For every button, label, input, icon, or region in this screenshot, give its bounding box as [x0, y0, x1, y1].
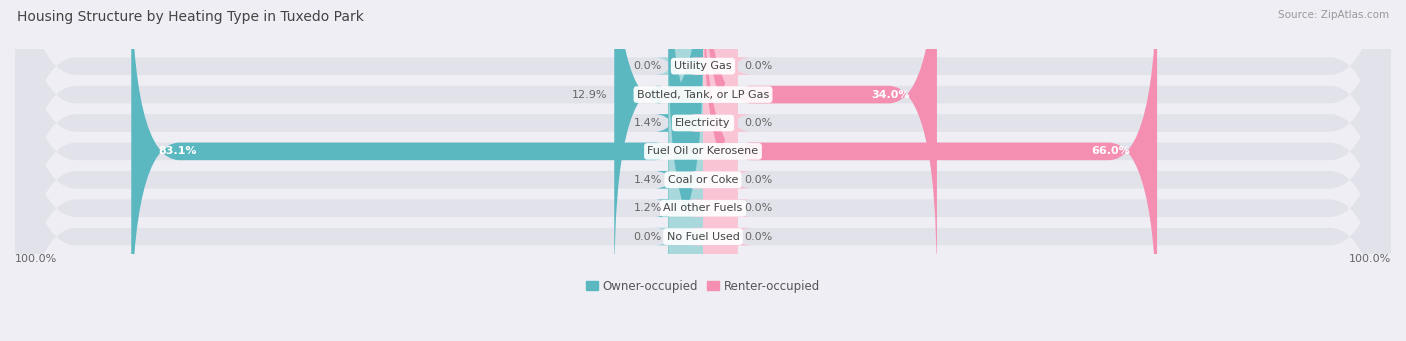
Text: Housing Structure by Heating Type in Tuxedo Park: Housing Structure by Heating Type in Tux…	[17, 10, 364, 24]
FancyBboxPatch shape	[655, 18, 717, 341]
Legend: Owner-occupied, Renter-occupied: Owner-occupied, Renter-occupied	[586, 280, 820, 293]
Text: 100.0%: 100.0%	[15, 254, 58, 264]
FancyBboxPatch shape	[689, 18, 751, 341]
FancyBboxPatch shape	[15, 0, 1391, 341]
Text: No Fuel Used: No Fuel Used	[666, 232, 740, 242]
Text: 0.0%: 0.0%	[634, 232, 662, 242]
Text: Electricity: Electricity	[675, 118, 731, 128]
FancyBboxPatch shape	[689, 0, 751, 341]
FancyBboxPatch shape	[131, 0, 703, 341]
FancyBboxPatch shape	[655, 0, 717, 256]
FancyBboxPatch shape	[15, 0, 1391, 341]
Text: 0.0%: 0.0%	[744, 175, 772, 185]
Text: 0.0%: 0.0%	[744, 118, 772, 128]
FancyBboxPatch shape	[15, 0, 1391, 341]
Text: 0.0%: 0.0%	[634, 61, 662, 71]
Text: 12.9%: 12.9%	[572, 90, 607, 100]
Text: Bottled, Tank, or LP Gas: Bottled, Tank, or LP Gas	[637, 90, 769, 100]
FancyBboxPatch shape	[15, 0, 1391, 341]
Text: 1.4%: 1.4%	[633, 118, 662, 128]
FancyBboxPatch shape	[15, 0, 1391, 341]
FancyBboxPatch shape	[655, 0, 717, 341]
FancyBboxPatch shape	[15, 0, 1391, 341]
Text: Coal or Coke: Coal or Coke	[668, 175, 738, 185]
FancyBboxPatch shape	[655, 46, 717, 341]
FancyBboxPatch shape	[689, 46, 751, 341]
FancyBboxPatch shape	[689, 0, 751, 256]
Text: 0.0%: 0.0%	[744, 232, 772, 242]
Text: 1.2%: 1.2%	[633, 203, 662, 213]
Text: Source: ZipAtlas.com: Source: ZipAtlas.com	[1278, 10, 1389, 20]
Text: Utility Gas: Utility Gas	[675, 61, 731, 71]
Text: All other Fuels: All other Fuels	[664, 203, 742, 213]
Text: 34.0%: 34.0%	[870, 90, 910, 100]
Text: 100.0%: 100.0%	[1348, 254, 1391, 264]
FancyBboxPatch shape	[614, 0, 703, 285]
FancyBboxPatch shape	[655, 0, 717, 313]
Text: 0.0%: 0.0%	[744, 61, 772, 71]
Text: Fuel Oil or Kerosene: Fuel Oil or Kerosene	[647, 146, 759, 157]
Text: 66.0%: 66.0%	[1091, 146, 1129, 157]
Text: 83.1%: 83.1%	[159, 146, 197, 157]
FancyBboxPatch shape	[689, 0, 751, 313]
FancyBboxPatch shape	[703, 0, 936, 285]
Text: 1.4%: 1.4%	[633, 175, 662, 185]
FancyBboxPatch shape	[703, 0, 1157, 341]
FancyBboxPatch shape	[15, 0, 1391, 313]
Text: 0.0%: 0.0%	[744, 203, 772, 213]
